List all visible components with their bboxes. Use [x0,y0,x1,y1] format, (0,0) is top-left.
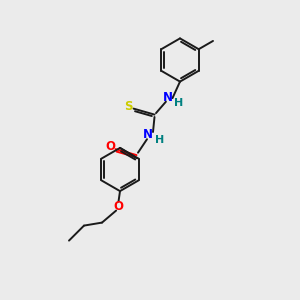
Text: H: H [155,135,164,145]
Text: N: N [163,91,173,104]
Text: S: S [124,100,132,113]
Text: O: O [113,200,124,213]
Text: O: O [105,140,115,153]
Text: H: H [175,98,184,109]
Text: N: N [142,128,153,142]
